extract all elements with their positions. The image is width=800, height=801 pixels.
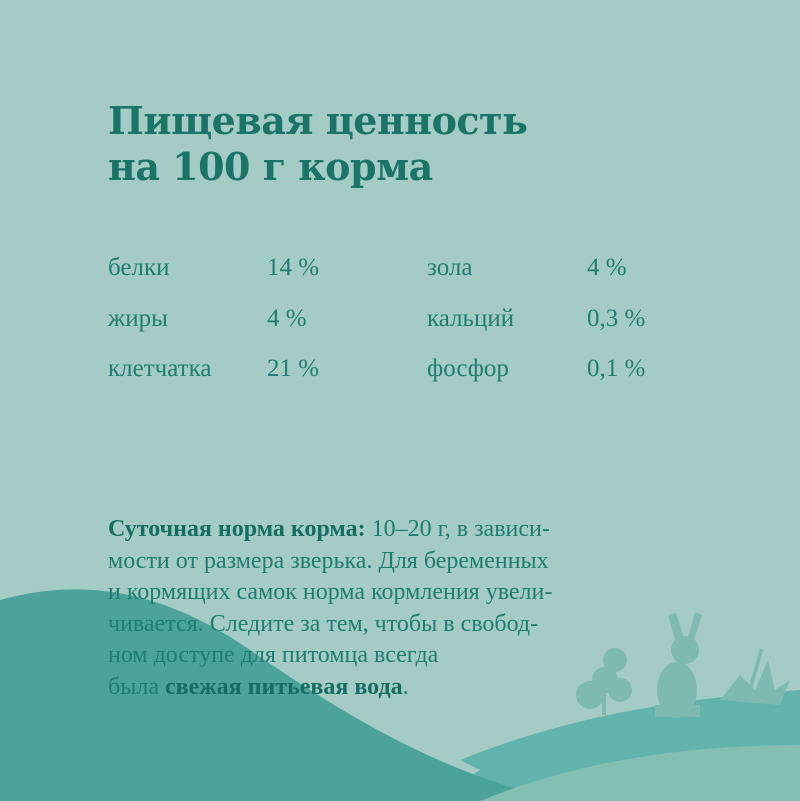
feeding-description: Суточная норма корма: 10–20 г, в зависи-… [108,514,698,703]
tree-silhouette-icon [576,648,632,715]
nutrient-name: белки [108,254,170,281]
page-title: Пищевая ценность на 100 г корма [108,98,528,190]
nutrient-value: 21 % [267,355,320,382]
desc-text: и кормящих самок норма кормления увели- [108,579,553,605]
desc-text: была [108,673,165,700]
nutrient-value: 4 % [267,305,307,332]
nutrient-value: 4 % [587,254,627,281]
nutrient-name: зола [427,254,473,281]
desc-text: 10–20 г, в зависи- [365,516,550,542]
nutrient-name: жиры [108,305,168,332]
desc-text: ном доступе для питомца всегда [108,642,439,668]
nutrient-name: кальций [427,305,515,332]
nutrient-name: фосфор [427,355,509,382]
nutrient-value: 0,1 % [587,355,646,382]
rabbit-silhouette-icon [655,612,702,718]
nutrient-name: клетчатка [108,355,212,382]
desc-text: . [402,673,409,700]
desc-text: мости от размера зверька. Для беременных [108,547,549,574]
grass-silhouette-icon [720,648,790,705]
title-line-2: на 100 г корма [108,144,433,189]
nutrient-value: 0,3 % [587,305,646,332]
daily-norm-label: Суточная норма корма: [108,516,366,542]
fresh-water-emphasis: свежая питьевая вода [164,673,403,700]
title-line-1: Пищевая ценность [108,98,528,143]
hill-light [480,745,800,801]
desc-text: чивается. Следите за тем, чтобы в свобод… [108,610,539,637]
nutrient-value: 14 % [267,254,320,281]
hill-dark [0,589,540,801]
